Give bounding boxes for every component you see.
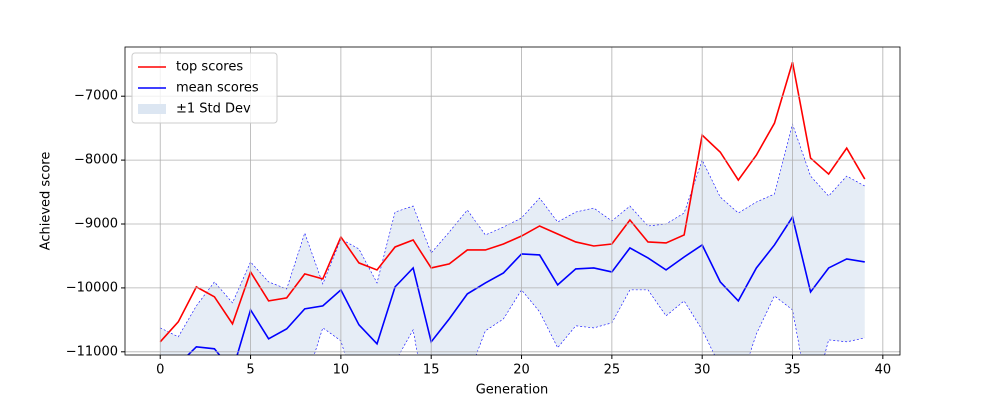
std-band-lower (313, 289, 865, 355)
y-axis-label: Achieved score (39, 152, 54, 251)
x-tick-label: 40 (875, 363, 892, 378)
y-tick-label: −8000 (74, 153, 118, 168)
y-tick-label: −11000 (66, 344, 118, 359)
x-tick-label: 10 (333, 363, 350, 378)
legend-label: mean scores (176, 81, 259, 96)
legend-label: ±1 Std Dev (176, 102, 251, 117)
x-tick-label: 30 (694, 363, 711, 378)
series-line (159, 62, 866, 343)
x-tick-label: 35 (784, 363, 801, 378)
x-tick-label: 5 (246, 363, 254, 378)
series-line (186, 215, 865, 355)
x-axis-label: Generation (476, 383, 549, 398)
legend-label: top scores (176, 60, 243, 75)
y-tick-label: −9000 (74, 217, 118, 232)
y-tick-label: −7000 (74, 89, 118, 104)
plot-frame (124, 46, 901, 356)
legend-box (131, 52, 278, 124)
y-tick-label: −10000 (66, 280, 118, 295)
legend-swatch (138, 104, 166, 114)
plot-area (159, 62, 866, 355)
x-tick-label: 25 (604, 363, 621, 378)
x-tick-label: 15 (423, 363, 440, 378)
x-tick-label: 0 (156, 363, 164, 378)
std-band-upper (160, 123, 865, 338)
x-tick-label: 20 (513, 363, 530, 378)
std-band (160, 124, 865, 355)
